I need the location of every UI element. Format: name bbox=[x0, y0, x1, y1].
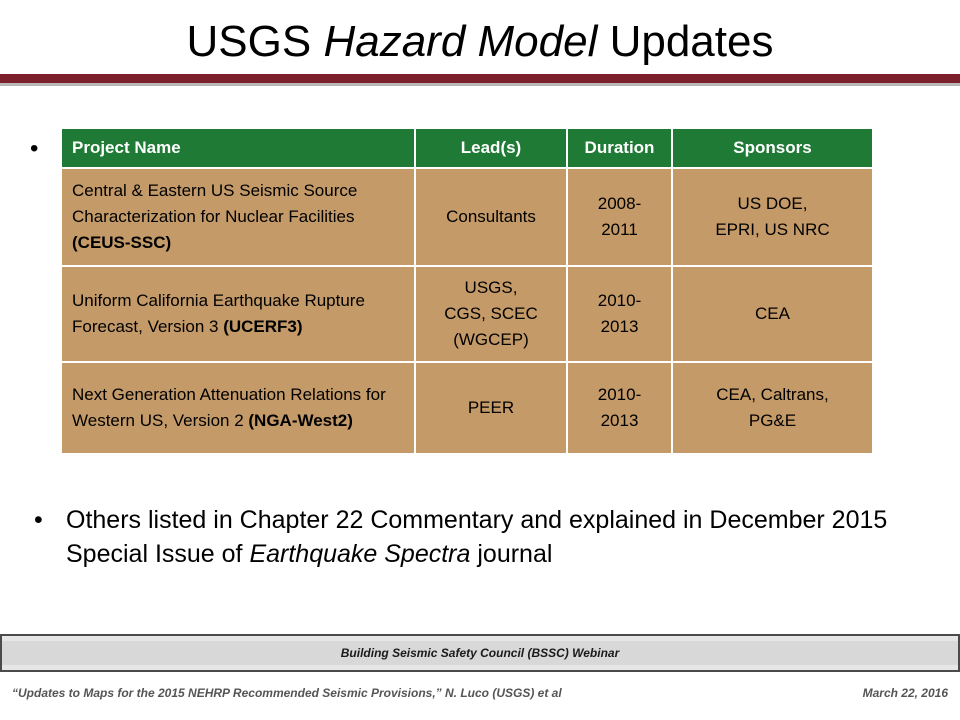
others-text: Others listed in Chapter 22 Commentary a… bbox=[66, 503, 946, 571]
header-sponsors: Sponsors bbox=[672, 129, 874, 169]
others-part1: Others listed in Chapter 22 Commentary a… bbox=[66, 506, 888, 568]
table-header-row: Project Name Lead(s) Duration Sponsors bbox=[62, 129, 874, 169]
cell-duration: 2010- 2013 bbox=[567, 362, 673, 455]
cell-sponsors: CEA, Caltrans, PG&E bbox=[672, 362, 874, 455]
cell-leads: Consultants bbox=[415, 168, 568, 267]
header-duration: Duration bbox=[567, 129, 673, 169]
bullet-dot-table: • bbox=[30, 135, 39, 162]
table-row: Central & Eastern US Seismic Source Char… bbox=[62, 168, 874, 267]
cell-project-name: Uniform California Earthquake Rupture Fo… bbox=[62, 266, 416, 363]
footer-citation: “Updates to Maps for the 2015 NEHRP Reco… bbox=[12, 686, 562, 700]
title-rule-gray bbox=[0, 83, 960, 86]
project-abbr: (UCERF3) bbox=[223, 317, 303, 336]
header-project-name: Project Name bbox=[62, 129, 416, 169]
slide-title: USGS Hazard Model Updates bbox=[0, 12, 960, 72]
cell-duration: 2010- 2013 bbox=[567, 266, 673, 363]
header-leads: Lead(s) bbox=[415, 129, 568, 169]
footer-date: March 22, 2016 bbox=[862, 686, 948, 700]
others-part2: journal bbox=[470, 540, 553, 568]
cell-project-name: Next Generation Attenuation Relations fo… bbox=[62, 362, 416, 455]
cell-sponsors: US DOE, EPRI, US NRC bbox=[672, 168, 874, 267]
cell-leads: USGS, CGS, SCEC (WGCEP) bbox=[415, 266, 568, 363]
project-name-text: Central & Eastern US Seismic Source Char… bbox=[72, 181, 358, 226]
title-suffix: Updates bbox=[597, 17, 774, 66]
title-prefix: USGS bbox=[186, 17, 324, 66]
projects-table: Project Name Lead(s) Duration Sponsors C… bbox=[62, 129, 874, 455]
project-name-text: Uniform California Earthquake Rupture Fo… bbox=[72, 291, 365, 336]
cell-sponsors: CEA bbox=[672, 266, 874, 363]
footer-banner: Building Seismic Safety Council (BSSC) W… bbox=[0, 634, 960, 672]
project-name-text: Next Generation Attenuation Relations fo… bbox=[72, 385, 386, 430]
cell-leads: PEER bbox=[415, 362, 568, 455]
footer-banner-text: Building Seismic Safety Council (BSSC) W… bbox=[340, 646, 620, 660]
cell-project-name: Central & Eastern US Seismic Source Char… bbox=[62, 168, 416, 267]
others-journal-name: Earthquake Spectra bbox=[249, 540, 471, 568]
table-row: Next Generation Attenuation Relations fo… bbox=[62, 362, 874, 455]
project-abbr: (NGA-West2) bbox=[248, 411, 353, 430]
bullet-dot-others: • bbox=[34, 506, 43, 534]
cell-duration: 2008- 2011 bbox=[567, 168, 673, 267]
title-rule-maroon bbox=[0, 74, 960, 83]
footer-band bbox=[2, 641, 958, 665]
project-abbr: (CEUS-SSC) bbox=[72, 233, 172, 252]
table-row: Uniform California Earthquake Rupture Fo… bbox=[62, 266, 874, 363]
title-italic: Hazard Model bbox=[323, 17, 598, 66]
